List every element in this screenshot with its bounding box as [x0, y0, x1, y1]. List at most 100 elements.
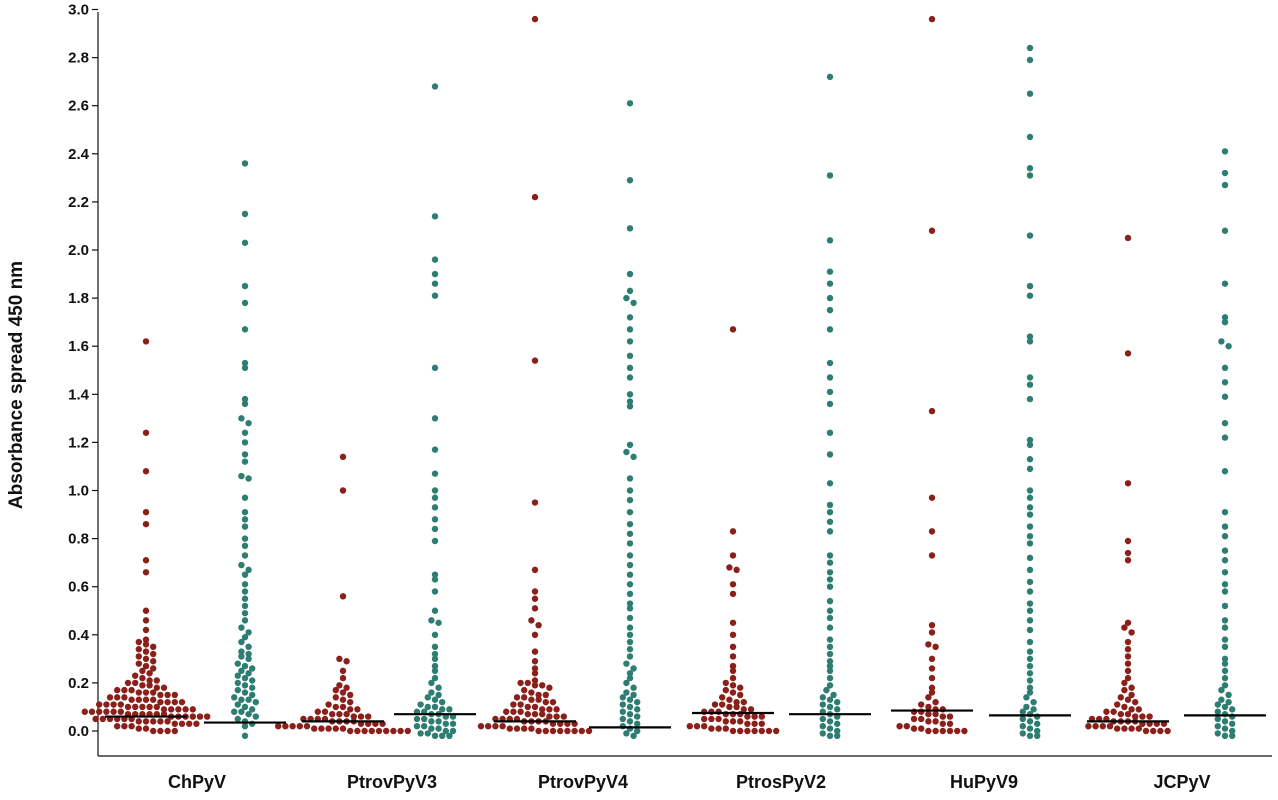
data-point	[626, 540, 634, 547]
y-tick-label: 1.2	[68, 434, 89, 451]
data-point	[826, 643, 834, 651]
data-point	[171, 698, 178, 706]
data-point	[241, 400, 249, 408]
data-point	[1106, 722, 1114, 730]
data-point	[585, 727, 593, 735]
data-point	[238, 648, 245, 655]
data-point	[1026, 133, 1034, 141]
data-point	[1218, 686, 1225, 694]
data-point	[241, 429, 249, 436]
data-point	[826, 294, 834, 302]
data-point	[241, 634, 249, 641]
data-point	[150, 650, 157, 658]
data-point	[1121, 725, 1128, 732]
data-point	[819, 715, 826, 723]
data-point	[740, 706, 747, 713]
data-point	[1164, 727, 1171, 735]
data-point	[1026, 725, 1034, 732]
data-point	[485, 722, 492, 730]
data-point	[826, 552, 834, 559]
data-point	[1026, 617, 1034, 624]
data-point	[431, 537, 439, 545]
data-point	[241, 395, 249, 403]
data-point	[1221, 624, 1229, 631]
data-point	[729, 631, 737, 638]
data-point	[758, 720, 765, 727]
data-point	[521, 694, 528, 701]
y-tick-label: 0.4	[68, 627, 90, 644]
data-point	[1218, 696, 1225, 703]
data-point	[1026, 292, 1034, 299]
median-lines	[105, 709, 1266, 729]
data-point	[1023, 694, 1030, 701]
data-point	[711, 701, 719, 708]
data-point	[531, 357, 539, 364]
data-point	[826, 480, 834, 487]
data-point	[431, 470, 439, 477]
data-point	[1121, 624, 1128, 631]
data-point	[196, 713, 204, 720]
data-point	[1221, 314, 1229, 321]
data-point	[751, 727, 758, 735]
data-point	[1026, 56, 1034, 64]
data-point	[531, 193, 539, 201]
data-point	[826, 374, 834, 381]
data-point	[626, 552, 634, 559]
data-point	[339, 674, 347, 682]
data-point	[758, 727, 765, 735]
data-point	[96, 708, 103, 715]
data-point	[241, 239, 249, 246]
data-point	[751, 713, 758, 720]
data-point	[954, 727, 961, 735]
data-point	[1034, 732, 1041, 740]
data-point	[153, 677, 160, 684]
data-point	[1026, 44, 1034, 52]
data-point	[928, 665, 936, 672]
data-point	[626, 374, 634, 381]
data-point	[626, 631, 634, 638]
data-point	[729, 682, 737, 689]
data-point	[826, 667, 834, 675]
data-point	[740, 698, 747, 706]
data-point	[96, 701, 103, 708]
data-point	[135, 725, 142, 732]
data-point	[117, 708, 125, 715]
data-point	[733, 698, 740, 706]
data-point	[1114, 725, 1121, 732]
data-point	[332, 686, 339, 694]
data-point	[524, 710, 531, 718]
data-point	[150, 718, 157, 725]
data-point	[1030, 698, 1037, 706]
data-point	[404, 727, 411, 735]
data-point	[513, 694, 521, 701]
data-point	[626, 703, 634, 711]
data-point	[1135, 725, 1143, 732]
data-point	[531, 703, 539, 711]
data-point	[1114, 701, 1121, 708]
data-point	[157, 691, 164, 699]
data-point	[729, 653, 737, 660]
data-point	[1019, 730, 1026, 737]
data-point	[1221, 703, 1229, 711]
data-point	[142, 641, 150, 648]
data-point	[1132, 713, 1139, 720]
data-point	[719, 694, 726, 701]
data-point	[539, 682, 546, 689]
data-point	[106, 694, 114, 701]
data-point	[150, 665, 157, 672]
data-point	[928, 528, 936, 535]
data-point	[737, 691, 744, 699]
data-point	[729, 326, 737, 333]
data-point	[499, 722, 506, 730]
data-point	[431, 655, 439, 663]
data-point	[241, 439, 249, 446]
data-point	[1124, 549, 1132, 557]
data-point	[336, 655, 343, 663]
data-point	[765, 727, 773, 735]
data-point	[1026, 600, 1034, 607]
data-point	[726, 696, 733, 703]
data-point	[142, 569, 150, 576]
data-point	[241, 552, 249, 559]
data-point	[626, 614, 634, 622]
data-point	[1026, 374, 1034, 381]
